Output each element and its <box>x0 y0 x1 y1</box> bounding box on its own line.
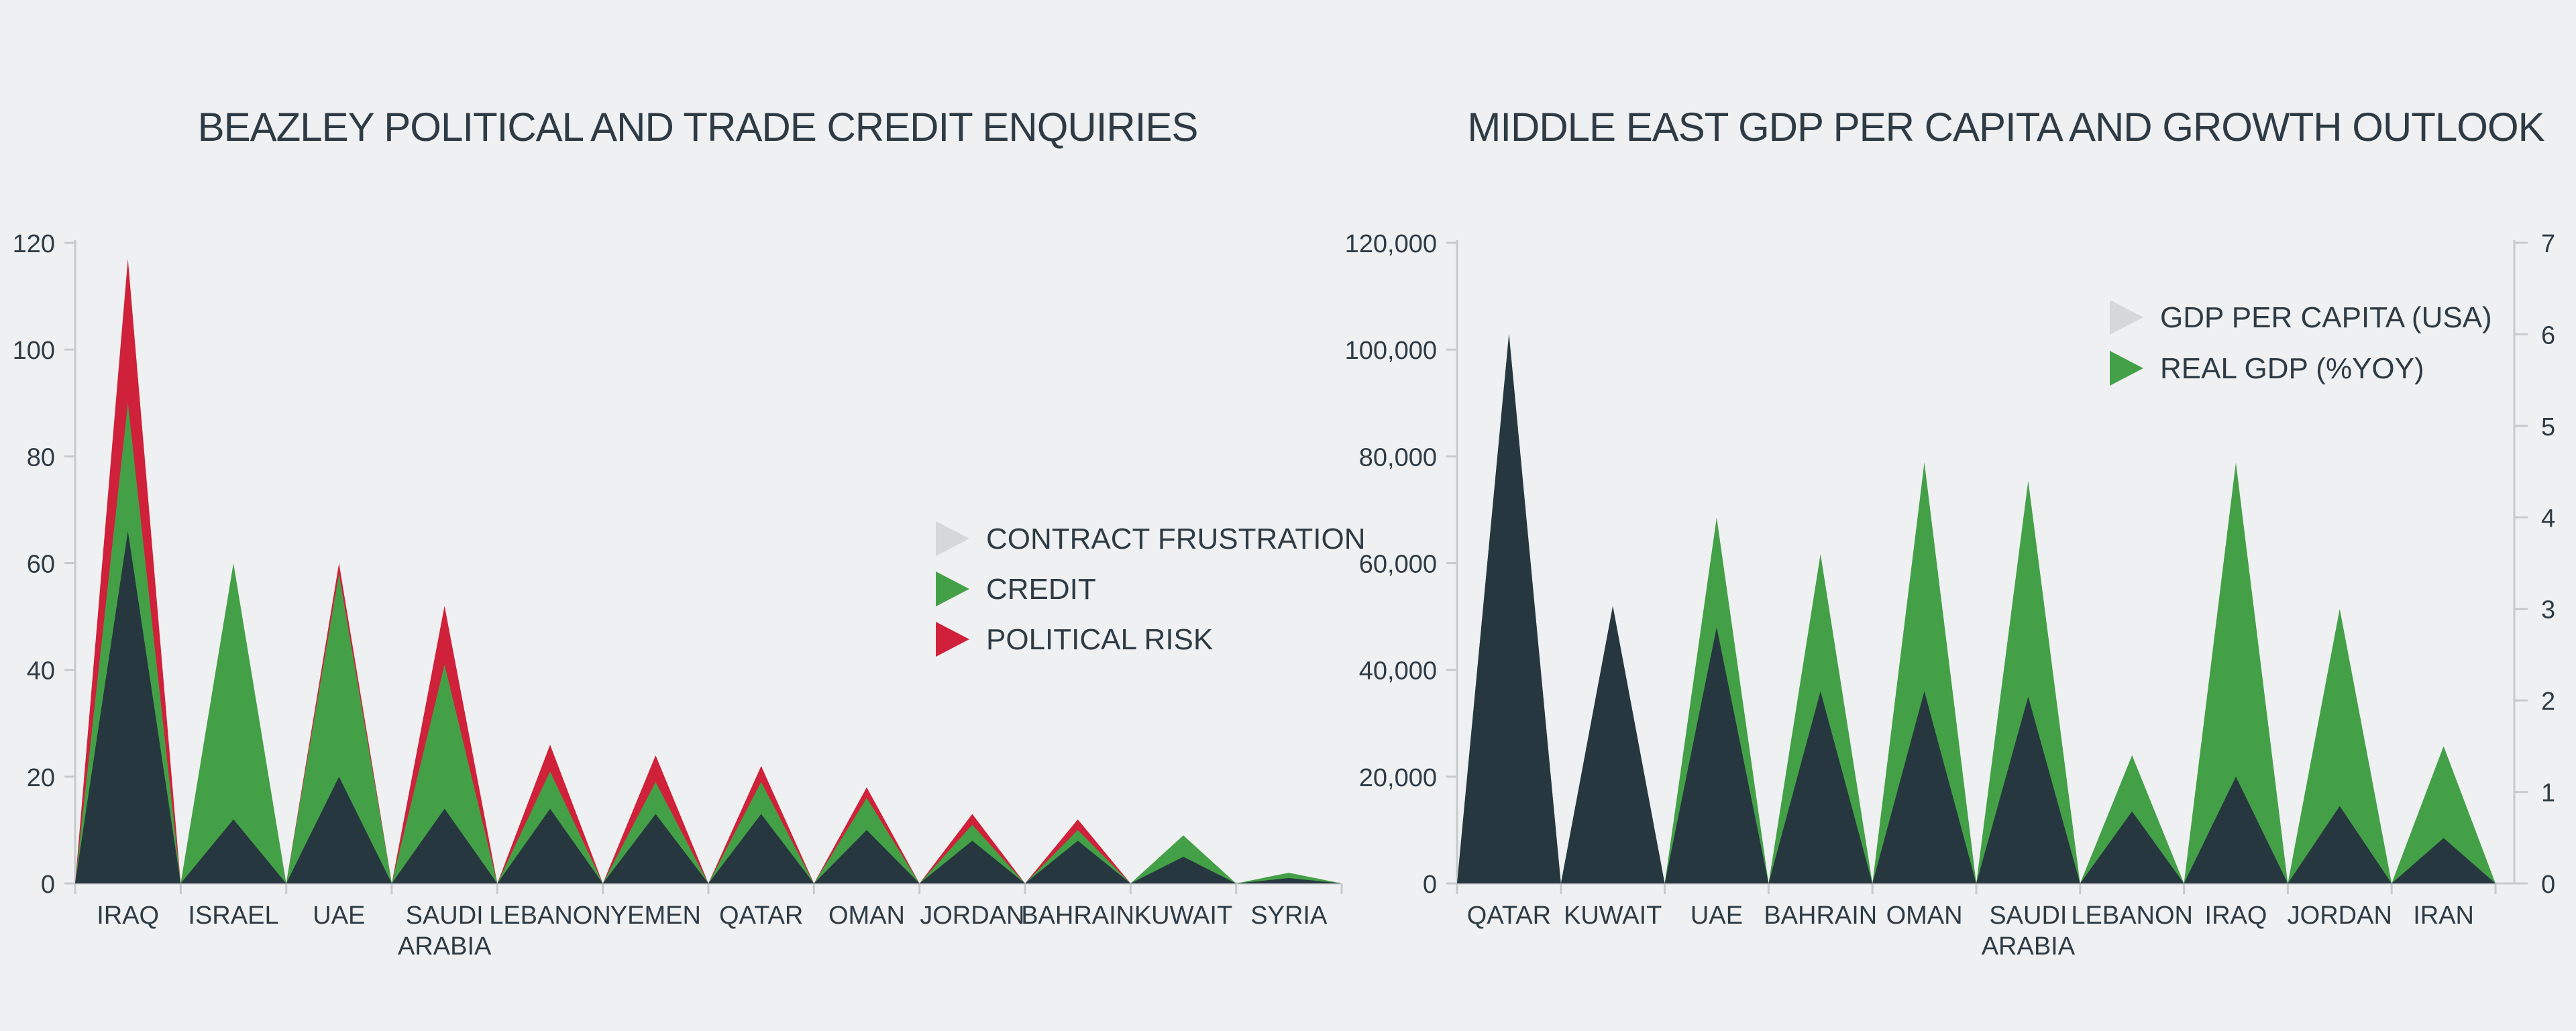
spike-gdp-per-capita-usa-oman <box>1872 691 1976 883</box>
y2-tick-label: 4 <box>2541 504 2555 533</box>
spike-gdp-per-capita-usa-uae <box>1664 627 1769 883</box>
y-tick-label: 20,000 <box>1359 764 1437 792</box>
x-tick-label: IRAQ <box>2205 902 2267 930</box>
chart-title: BEAZLEY POLITICAL AND TRADE CREDIT ENQUI… <box>198 105 1198 150</box>
y-tick-label: 80,000 <box>1359 443 1437 472</box>
spike-contract-frustration-bahrain <box>1025 840 1131 883</box>
spike-contract-frustration-iraq <box>75 531 181 883</box>
x-tick-label: SAUDI <box>1989 902 2067 930</box>
y-tick-label: 80 <box>27 443 55 472</box>
x-tick-label: ISRAEL <box>188 902 278 930</box>
spike-contract-frustration-uae <box>286 776 392 883</box>
y2-tick-label: 7 <box>2541 230 2555 258</box>
x-tick-label: IRAQ <box>97 902 159 930</box>
legend-label-political-risk: POLITICAL RISK <box>986 623 1213 656</box>
y2-tick-label: 5 <box>2541 413 2555 441</box>
spike-contract-frustration-lebanon <box>497 808 603 883</box>
y-tick-label: 0 <box>41 871 55 899</box>
x-tick-label: SAUDI <box>406 902 484 930</box>
x-tick-label: BAHRAIN <box>1764 902 1877 930</box>
spike-real-gdp-yoy-oman <box>1872 462 1976 883</box>
x-tick-label: UAE <box>1690 902 1743 930</box>
spike-contract-frustration-oman <box>814 830 920 883</box>
x-tick-label: IRAN <box>2413 902 2474 930</box>
spike-real-gdp-yoy-iraq <box>2184 462 2288 883</box>
spike-real-gdp-yoy-saudi-arabia <box>1976 480 2080 883</box>
x-tick-label: LEBANON <box>489 902 611 930</box>
spike-gdp-per-capita-usa-lebanon <box>2080 811 2184 883</box>
chart-enquiries: BEAZLEY POLITICAL AND TRADE CREDIT ENQUI… <box>13 105 1366 961</box>
legend-label-real-gdp-yoy: REAL GDP (%YOY) <box>2160 352 2424 385</box>
legend-marker-political-risk <box>936 622 969 657</box>
spike-contract-frustration-israel <box>180 819 286 883</box>
legend-marker-real-gdp-yoy <box>2110 351 2143 386</box>
spike-gdp-per-capita-usa-iran <box>2392 838 2496 883</box>
spike-gdp-per-capita-usa-iraq <box>2184 776 2288 883</box>
legend-marker-contract-frustration <box>936 521 969 556</box>
spike-contract-frustration-qatar <box>708 814 814 883</box>
x-tick-label: YEMEN <box>610 902 701 930</box>
x-tick-label: LEBANON <box>2071 902 2193 930</box>
chart-title: MIDDLE EAST GDP PER CAPITA AND GROWTH OU… <box>1467 105 2544 150</box>
y-tick-label: 120 <box>13 230 55 258</box>
spike-gdp-per-capita-usa-jordan <box>2288 806 2392 883</box>
legend-label-credit: CREDIT <box>986 573 1096 606</box>
x-tick-label: KUWAIT <box>1134 902 1232 930</box>
y2-tick-label: 3 <box>2541 596 2555 625</box>
x-tick-label: ARABIA <box>398 932 492 961</box>
y2-tick-label: 6 <box>2541 321 2555 349</box>
spike-gdp-per-capita-usa-saudi-arabia <box>1976 696 2080 883</box>
spike-contract-frustration-syria <box>1236 878 1342 883</box>
spike-credit-saudi-arabia <box>392 664 498 883</box>
x-tick-label: KUWAIT <box>1564 902 1662 930</box>
y-tick-label: 120,000 <box>1345 230 1437 258</box>
legend-label-contract-frustration: CONTRACT FRUSTRATION <box>986 523 1365 555</box>
chart-gdp-outlook: MIDDLE EAST GDP PER CAPITA AND GROWTH OU… <box>1345 105 2556 961</box>
spike-contract-frustration-saudi-arabia <box>392 808 498 883</box>
x-tick-label: ARABIA <box>1982 932 2076 961</box>
x-tick-label: OMAN <box>1886 902 1963 930</box>
spike-credit-uae <box>286 574 392 883</box>
y-tick-label: 40,000 <box>1359 657 1437 686</box>
spike-gdp-per-capita-usa-bahrain <box>1768 691 1873 883</box>
legend-marker-credit <box>936 572 969 606</box>
y-tick-label: 0 <box>1423 871 1437 899</box>
y2-tick-label: 1 <box>2541 779 2555 808</box>
spike-contract-frustration-kuwait <box>1130 857 1236 883</box>
y-tick-label: 60 <box>27 551 55 579</box>
y-tick-label: 40 <box>27 657 55 686</box>
y2-tick-label: 0 <box>2541 871 2555 899</box>
y-tick-label: 100 <box>13 337 55 365</box>
x-tick-label: OMAN <box>828 902 905 930</box>
x-tick-label: UAE <box>313 902 365 930</box>
spike-real-gdp-yoy-iran <box>2392 746 2496 883</box>
spike-contract-frustration-yemen <box>602 814 708 883</box>
x-tick-label: JORDAN <box>2288 902 2392 930</box>
spike-contract-frustration-jordan <box>919 840 1025 883</box>
y-tick-label: 60,000 <box>1359 551 1437 579</box>
legend-label-gdp-per-capita-usa: GDP PER CAPITA (USA) <box>2160 301 2492 334</box>
x-tick-label: QATAR <box>1467 902 1551 930</box>
y-tick-label: 100,000 <box>1345 337 1437 365</box>
spike-gdp-per-capita-usa-kuwait <box>1560 606 1665 883</box>
spike-credit-israel <box>180 563 286 883</box>
x-tick-label: JORDAN <box>920 902 1024 930</box>
spike-gdp-per-capita-usa-qatar <box>1457 333 1561 884</box>
y2-tick-label: 2 <box>2541 688 2555 716</box>
y-tick-label: 20 <box>27 764 55 792</box>
x-tick-label: QATAR <box>719 902 803 930</box>
spike-real-gdp-yoy-jordan <box>2288 608 2392 883</box>
x-tick-label: BAHRAIN <box>1021 902 1134 930</box>
legend-marker-gdp-per-capita-usa <box>2110 300 2143 335</box>
x-tick-label: SYRIA <box>1250 902 1328 930</box>
